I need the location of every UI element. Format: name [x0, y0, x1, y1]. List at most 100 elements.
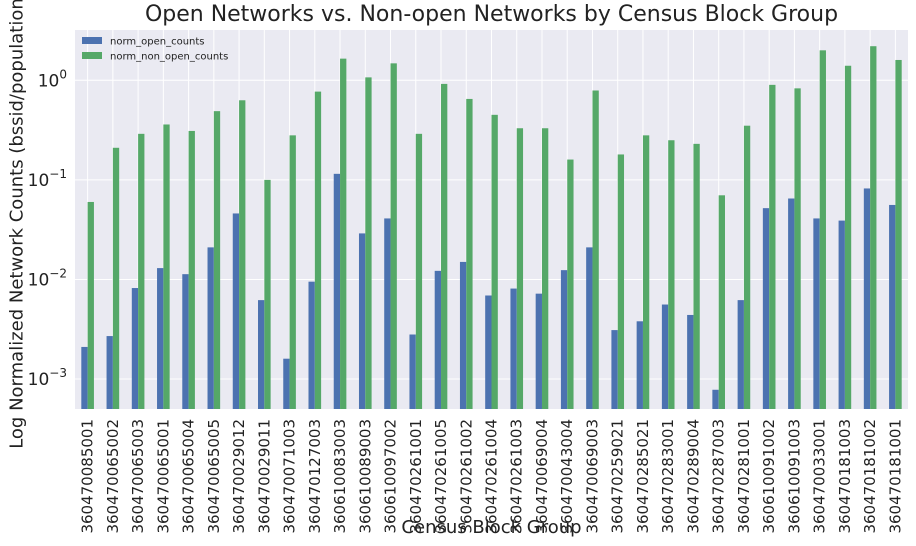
bar-open [510, 288, 517, 409]
bar-non-open [870, 46, 877, 410]
x-tick-label: 360470261003 [508, 419, 526, 534]
bar-open [459, 261, 467, 409]
x-tick-label: 360470281001 [735, 419, 753, 534]
x-tick-label: 360470181002 [861, 419, 879, 534]
x-tick-label: 360470289004 [684, 419, 702, 534]
x-tick-label: 360470033001 [811, 419, 829, 534]
x-tick-label: 360610097002 [382, 419, 400, 534]
bar-non-open [314, 91, 322, 409]
x-tick-label: 360470085001 [79, 419, 97, 534]
bar-open [106, 336, 113, 409]
bar-open [762, 208, 770, 409]
legend-swatch [82, 37, 102, 44]
bar-non-open [340, 58, 347, 409]
x-axis-label: Census Block Group [401, 517, 582, 538]
bar-non-open [239, 100, 246, 409]
bar-open [308, 281, 315, 409]
bar-non-open [819, 50, 826, 409]
bar-non-open [491, 114, 498, 409]
x-tick-label: 360470285021 [634, 419, 652, 534]
bar-non-open [693, 143, 700, 410]
x-tick-label: 360470029012 [230, 419, 248, 534]
legend-label: norm_open_counts [110, 37, 205, 48]
bar-open [535, 293, 542, 409]
x-tick-label: 360470283001 [659, 419, 677, 534]
legend-swatch [82, 52, 102, 59]
x-tick-label: 360610091003 [785, 419, 803, 534]
bar-non-open [289, 135, 296, 410]
bar-open [358, 233, 366, 409]
bar-open [333, 173, 341, 409]
y-tick-label: 10−2 [28, 266, 67, 290]
x-tick-label: 360470181003 [836, 419, 854, 534]
bar-non-open [441, 83, 448, 410]
x-tick-label: 360470261005 [432, 419, 450, 534]
legend-label: norm_non_open_counts [110, 52, 228, 63]
bar-non-open [415, 133, 423, 410]
bar-non-open [112, 147, 120, 409]
bar-non-open [365, 77, 372, 409]
bar-non-open [844, 65, 852, 409]
x-tick-label: 360610089003 [356, 419, 374, 534]
bar-open [182, 274, 189, 409]
bar-open [712, 389, 719, 409]
bar-open [863, 188, 871, 409]
bar-non-open [567, 159, 574, 409]
x-tick-label: 360470065002 [104, 419, 122, 534]
x-tick-label: 360470127003 [306, 419, 324, 534]
chart-title: Open Networks vs. Non-open Networks by C… [144, 2, 839, 27]
x-tick-label: 360470181001 [886, 419, 904, 534]
bar-non-open [769, 84, 776, 409]
x-tick-label: 360470065001 [154, 419, 172, 534]
bar-non-open [895, 59, 902, 409]
bar-non-open [264, 179, 271, 409]
bar-open [687, 314, 694, 409]
bar-non-open [163, 124, 170, 410]
bar-open [409, 334, 416, 409]
x-tick-label: 360470065003 [129, 419, 147, 534]
x-tick-label: 360610091002 [760, 419, 778, 534]
y-tick-label: 10−3 [28, 366, 67, 390]
bar-open [737, 300, 744, 409]
bar-open [232, 213, 240, 409]
bar-non-open [87, 201, 94, 409]
bar-non-open [592, 90, 599, 410]
bar-open [813, 218, 820, 409]
bar-non-open [541, 128, 549, 409]
bar-non-open [516, 128, 524, 409]
x-tick-label: 360470071003 [281, 419, 299, 534]
x-tick-label: 360470261004 [483, 419, 501, 534]
x-tick-label: 360470259021 [609, 419, 627, 534]
bar-open [81, 346, 88, 409]
bar-open [838, 220, 845, 409]
x-tick-label: 360470261002 [457, 419, 475, 534]
bar-non-open [466, 98, 473, 410]
bar-non-open [138, 133, 145, 410]
x-tick-label: 360470029011 [255, 419, 273, 534]
bar-open [586, 247, 593, 409]
x-tick-label: 360470065005 [205, 419, 223, 534]
x-tick-label: 360470069003 [583, 419, 601, 534]
x-tick-label: 360470043004 [558, 419, 576, 534]
bar-open [384, 218, 391, 409]
bar-open [258, 300, 265, 409]
bar-open [207, 247, 214, 409]
bar-non-open [390, 63, 397, 409]
bar-non-open [668, 140, 675, 410]
bar-open [611, 330, 618, 409]
bar-non-open [213, 111, 221, 409]
y-tick-label: 10−1 [28, 167, 67, 191]
y-tick-label: 100 [38, 67, 67, 91]
x-tick-label: 360470261001 [407, 419, 425, 534]
bar-open [157, 268, 164, 409]
bar-non-open [794, 88, 801, 410]
bar-non-open [743, 125, 751, 409]
bar-open [661, 304, 669, 409]
bar-non-open [718, 195, 725, 409]
bar-open [131, 288, 139, 409]
bar-non-open [642, 135, 650, 410]
x-tick-label: 360610083003 [331, 419, 349, 534]
bar-open [788, 198, 795, 409]
bar-non-open [188, 130, 195, 409]
